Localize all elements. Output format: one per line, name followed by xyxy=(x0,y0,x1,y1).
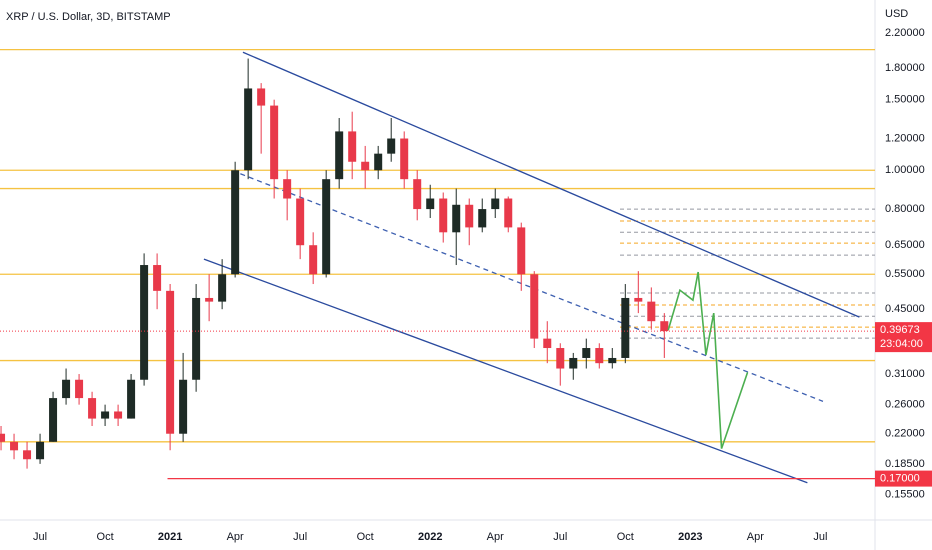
candle-body xyxy=(322,179,331,275)
y-tick-label: 1.50000 xyxy=(885,94,925,106)
candle-body xyxy=(335,131,344,180)
y-tick-label: 0.22000 xyxy=(885,428,925,440)
y-tick-label: 1.80000 xyxy=(885,62,925,74)
candle-body xyxy=(647,301,656,322)
x-tick-label: 2021 xyxy=(158,531,182,543)
candle-body xyxy=(0,433,6,442)
candle-body xyxy=(634,297,643,302)
candle-body xyxy=(179,379,188,434)
candle-body xyxy=(439,198,448,233)
y-tick-label: 1.00000 xyxy=(885,164,925,176)
y-tick-label: 2.20000 xyxy=(885,27,925,39)
candle-body xyxy=(218,274,227,302)
candle-body xyxy=(192,297,201,380)
candle-body xyxy=(231,170,240,275)
y-tick-label: 0.15500 xyxy=(885,489,925,501)
candle-body xyxy=(101,411,110,419)
x-tick-label: Apr xyxy=(227,531,244,543)
y-axis-label: USD xyxy=(885,8,908,20)
price-label-box xyxy=(875,322,932,353)
candle-body xyxy=(504,198,513,228)
x-tick-label: Jul xyxy=(293,531,307,543)
x-tick-label: 2023 xyxy=(678,531,702,543)
candle-body xyxy=(582,348,591,358)
x-tick-label: Apr xyxy=(747,531,764,543)
trend-line xyxy=(203,258,808,484)
candle-body xyxy=(413,179,422,210)
candle-body xyxy=(621,297,630,358)
candle-body xyxy=(400,138,409,180)
x-tick-label: Oct xyxy=(357,531,374,543)
y-tick-label: 0.18500 xyxy=(885,458,925,470)
price-label: 0.39673 xyxy=(880,324,920,336)
chart-title: XRP / U.S. Dollar, 3D, BITSTAMP xyxy=(6,11,171,23)
candle-body xyxy=(478,209,487,228)
candle-body xyxy=(283,179,292,199)
candle-body xyxy=(244,88,253,171)
x-tick-label: 2022 xyxy=(418,531,442,543)
countdown-label: 23:04:00 xyxy=(880,338,923,350)
price-label-box xyxy=(875,470,932,487)
x-tick-label: Oct xyxy=(97,531,114,543)
projection-path xyxy=(667,271,749,449)
candle-body xyxy=(543,338,552,349)
candle-body xyxy=(166,290,175,434)
x-tick-label: Jul xyxy=(813,531,827,543)
candle-body xyxy=(49,398,58,442)
candle-body xyxy=(387,138,396,154)
candle-body xyxy=(595,348,604,364)
candle-body xyxy=(309,245,318,275)
candle-body xyxy=(374,153,383,171)
candle-body xyxy=(75,379,84,399)
y-tick-label: 1.20000 xyxy=(885,132,925,144)
x-tick-label: Jul xyxy=(33,531,47,543)
candle-body xyxy=(270,105,279,180)
candle-body xyxy=(660,321,669,332)
candle-body xyxy=(62,379,71,399)
y-tick-label: 0.45000 xyxy=(885,303,925,315)
candle-body xyxy=(608,357,617,364)
candle-body xyxy=(23,450,32,460)
x-tick-label: Oct xyxy=(617,531,634,543)
x-tick-label: Jul xyxy=(553,531,567,543)
candle-body xyxy=(296,198,305,246)
candle-body xyxy=(153,265,162,291)
candle-body xyxy=(517,227,526,275)
candle-body xyxy=(88,398,97,419)
y-tick-label: 0.80000 xyxy=(885,203,925,215)
x-tick-label: Apr xyxy=(487,531,504,543)
y-tick-label: 0.26000 xyxy=(885,399,925,411)
candle-body xyxy=(36,441,45,460)
candle-body xyxy=(348,131,357,162)
candle-body xyxy=(140,265,149,380)
candle-body xyxy=(426,198,435,210)
trend-line xyxy=(242,51,860,318)
candle-body xyxy=(257,88,266,106)
y-tick-label: 0.55000 xyxy=(885,268,925,280)
candle-body xyxy=(127,379,136,419)
y-tick-label: 0.65000 xyxy=(885,239,925,251)
candle-body xyxy=(10,441,19,451)
candle-body xyxy=(361,161,370,171)
candle-body xyxy=(556,348,565,369)
candle-body xyxy=(452,204,461,233)
candle-body xyxy=(114,411,123,419)
candle-body xyxy=(569,357,578,369)
y-tick-label: 0.31000 xyxy=(885,368,925,380)
candle-body xyxy=(465,204,474,228)
candle-body xyxy=(205,297,214,302)
candle-body xyxy=(530,274,539,339)
candle-body xyxy=(491,198,500,210)
price-label: 0.17000 xyxy=(880,472,920,484)
